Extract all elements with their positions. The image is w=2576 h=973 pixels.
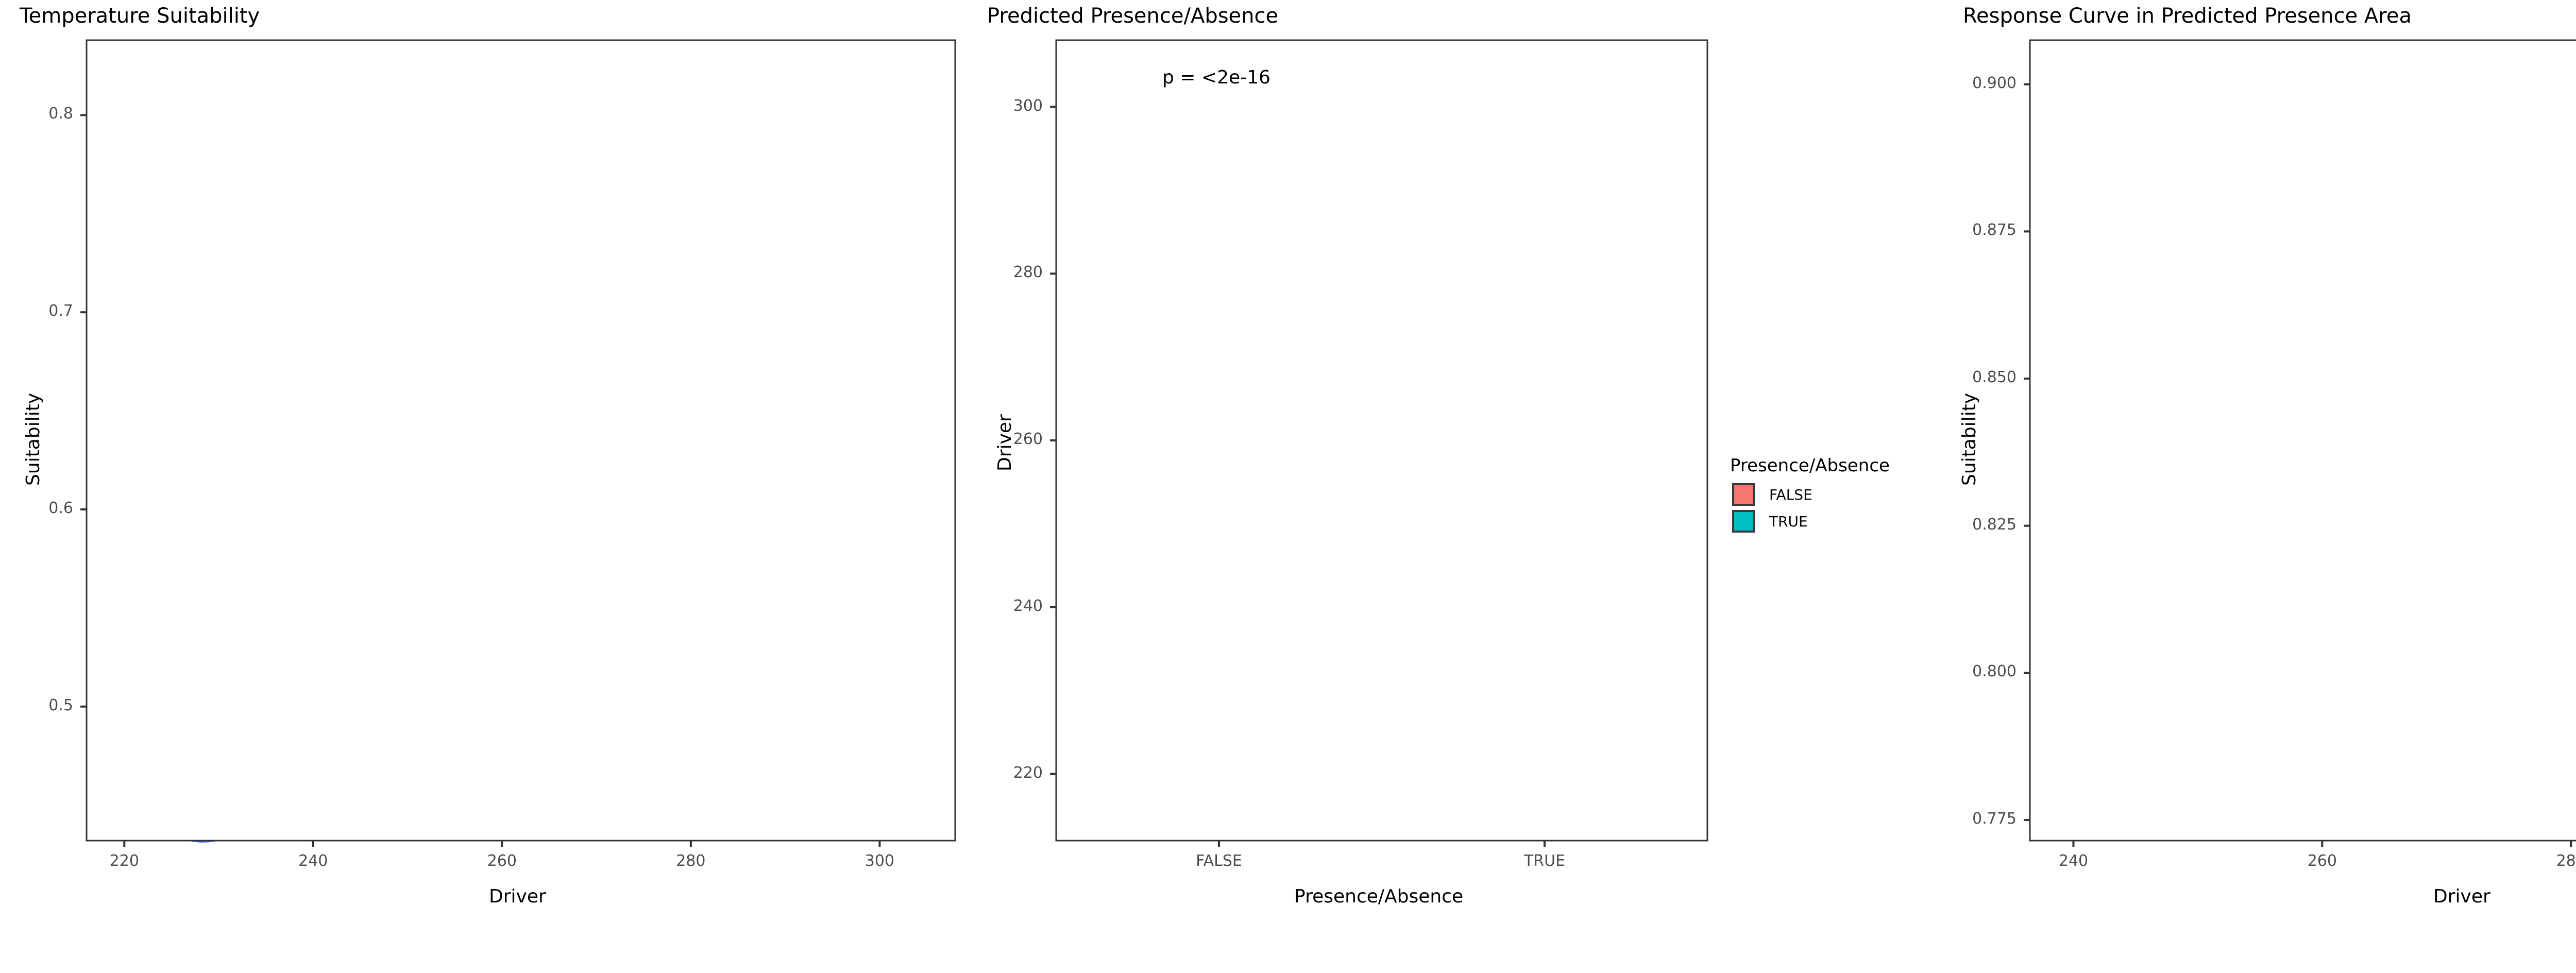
- violin-y-tick-0: 220: [1013, 763, 1043, 782]
- resp-y-tick-0: 0.775: [1972, 810, 2016, 828]
- legend-item-false[interactable]: FALSE: [1732, 483, 1812, 506]
- x-axis-title-driver: Driver: [489, 886, 546, 907]
- resp-x-tick-0: 240: [2058, 852, 2089, 870]
- resp-y-tick-2: 0.825: [1972, 515, 2016, 534]
- panel-title-temperature: Temperature Suitability: [20, 4, 260, 28]
- violin-y-tick-1: 240: [1013, 596, 1043, 615]
- x-axis-title-driver-response: Driver: [2433, 886, 2490, 907]
- resp-y-tick-3: 0.850: [1972, 368, 2016, 387]
- violin-x-tick-0: FALSE: [1196, 852, 1242, 870]
- violin-y-tick-4: 300: [1013, 96, 1043, 115]
- y-tick-label-2: 0.7: [48, 302, 73, 320]
- panel-title-response-curve: Response Curve in Predicted Presence Are…: [1963, 4, 2412, 28]
- panel-response-curve: Response Curve in Predicted Presence Are…: [1932, 0, 2576, 973]
- violin-x-tick-1: TRUE: [1523, 852, 1566, 870]
- legend-item-true[interactable]: TRUE: [1732, 510, 1808, 533]
- x-tick-label-2: 260: [487, 852, 517, 870]
- resp-y-tick-4: 0.875: [1972, 221, 2016, 240]
- plot-area-response-curve: [2024, 39, 2576, 847]
- x-tick-label-4: 300: [865, 852, 895, 870]
- resp-y-tick-5: 0.900: [1972, 74, 2016, 92]
- legend-swatch-false: [1732, 483, 1755, 506]
- plot-area-violin: [1050, 39, 1708, 847]
- y-axis-title-suitability: Suitability: [23, 392, 44, 486]
- plot-area-temperature: [80, 39, 956, 847]
- violin-y-tick-3: 280: [1013, 263, 1043, 282]
- violin-y-tick-2: 260: [1013, 430, 1043, 448]
- legend-label-true: TRUE: [1769, 513, 1808, 530]
- x-axis-title-presence-absence: Presence/Absence: [1294, 886, 1464, 907]
- panel-temperature-suitability: Temperature Suitability Suitability Driv…: [0, 0, 974, 973]
- legend-panel: Presence/Absence FALSE TRUE: [1726, 0, 1932, 973]
- panel-predicted-presence-absence: Predicted Presence/Absence p = <2e-16 Dr…: [974, 0, 1726, 973]
- y-axis-title-suitability-response: Suitability: [1959, 392, 1980, 486]
- resp-x-tick-2: 280: [2556, 852, 2576, 870]
- y-tick-label-0: 0.5: [48, 696, 73, 714]
- resp-y-tick-1: 0.800: [1972, 662, 2016, 681]
- legend-label-false: FALSE: [1769, 486, 1812, 503]
- panel-title-presence-absence: Predicted Presence/Absence: [987, 4, 1279, 28]
- legend-title: Presence/Absence: [1730, 455, 1890, 476]
- x-tick-label-3: 280: [676, 852, 706, 870]
- p-value-annotation: p = <2e-16: [1162, 67, 1270, 88]
- x-tick-label-0: 220: [109, 852, 139, 870]
- y-tick-label-3: 0.8: [48, 105, 73, 123]
- resp-x-tick-1: 260: [2307, 852, 2337, 870]
- y-tick-label-1: 0.6: [48, 499, 73, 517]
- legend-swatch-true: [1732, 510, 1755, 533]
- x-tick-label-1: 240: [298, 852, 328, 870]
